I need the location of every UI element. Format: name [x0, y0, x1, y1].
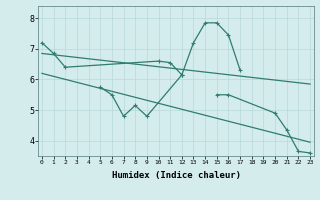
- X-axis label: Humidex (Indice chaleur): Humidex (Indice chaleur): [111, 171, 241, 180]
